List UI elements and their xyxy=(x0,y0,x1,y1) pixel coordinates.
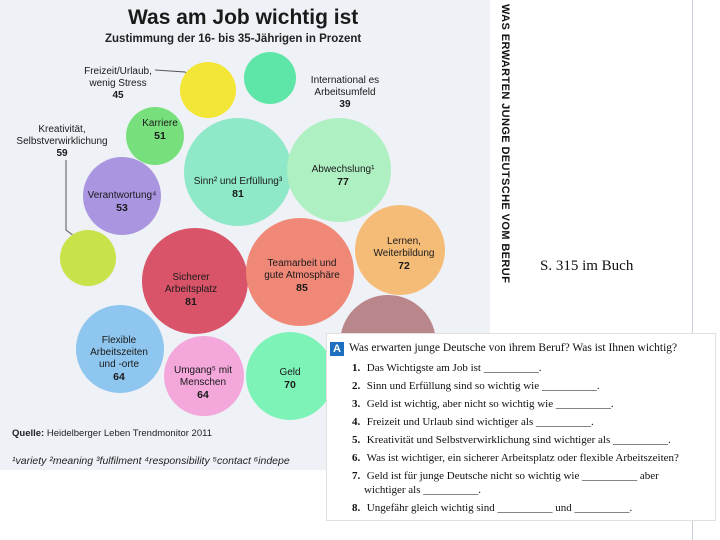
label-sinn: Sinn² und Erfüllung³ 81 xyxy=(193,176,283,200)
bubble-karriere xyxy=(126,107,184,165)
value-arbeitsplatz: 81 xyxy=(185,296,197,308)
bubble-flexibel xyxy=(76,305,164,393)
value-lernen: 72 xyxy=(398,260,410,272)
value-verantwortung: 53 xyxy=(116,202,128,214)
value-kreativitaet: 59 xyxy=(56,148,68,159)
label-flexibel: Flexible Arbeitszeiten und -orte 64 xyxy=(90,335,148,383)
value-karriere: 51 xyxy=(154,130,166,142)
value-flexibel: 64 xyxy=(113,371,125,383)
footnotes: ¹variety ²meaning ³fulfilment ⁴responsib… xyxy=(12,455,290,467)
exercise-question: Was erwarten junge Deutsche von ihrem Be… xyxy=(349,342,678,354)
bubble-freizeit xyxy=(180,62,236,118)
bubble-kreativitaet xyxy=(60,230,116,286)
exercise-item: 8. Ungefähr gleich wichtig sind ________… xyxy=(352,502,633,514)
bubble-teamarbeit xyxy=(246,218,354,326)
label-umgang: Umgang⁵ mit Menschen 64 xyxy=(173,365,233,401)
label-kreativitaet: Kreativität, Selbstverwirklichung 59 xyxy=(16,124,108,159)
bubble-umgang xyxy=(164,336,244,416)
label-freizeit: Freizeit/Urlaub, wenig Stress 45 xyxy=(84,66,152,101)
vertical-slide-title: WAS ERWARTEN JUNGE DEUTSCHE VOM BERUF xyxy=(491,0,515,330)
bubble-abwechslung xyxy=(287,118,391,222)
exercise-item: 5. Kreativität und Selbstverwirklichung … xyxy=(352,434,671,446)
value-teamarbeit: 85 xyxy=(296,282,308,294)
exercise-item: 3. Geld ist wichtig, aber nicht so wicht… xyxy=(352,398,614,410)
value-umgang: 64 xyxy=(197,389,209,401)
value-international: 39 xyxy=(339,99,351,110)
value-geld: 70 xyxy=(284,379,296,391)
bubble-geld xyxy=(246,332,334,420)
label-geld: Geld 70 xyxy=(279,367,301,391)
page-reference: S. 315 im Buch xyxy=(540,258,634,274)
source-note: Quelle: Heidelberger Leben Trendmonitor … xyxy=(12,428,212,439)
exercise-item: 2. Sinn und Erfüllung sind so wichtig wi… xyxy=(352,380,600,392)
label-karriere: Karriere 51 xyxy=(142,118,178,142)
infographic: Was am Job wichtig ist Zustimmung der 16… xyxy=(0,0,490,470)
bubble-sinn xyxy=(184,118,292,226)
exercise-item: 1. Das Wichtigste am Job ist __________. xyxy=(352,362,542,374)
value-abwechslung: 77 xyxy=(337,176,349,188)
exercise-badge: A xyxy=(330,342,344,356)
bubble-arbeitsplatz xyxy=(142,228,248,334)
value-freizeit: 45 xyxy=(112,90,124,101)
label-lernen: Lernen, Weiterbildung 72 xyxy=(373,236,435,272)
bubble-verantwortung xyxy=(83,157,161,235)
exercise-item: 4. Freizeit und Urlaub sind wichtiger al… xyxy=(352,416,594,428)
divider-line xyxy=(692,0,693,540)
value-sinn: 81 xyxy=(232,188,244,200)
infographic-title: Was am Job wichtig ist xyxy=(128,6,359,29)
bubble-international xyxy=(244,52,296,104)
exercise-panel: A Was erwarten junge Deutsche von ihrem … xyxy=(327,334,715,520)
label-abwechslung: Abwechslung¹ 77 xyxy=(311,164,375,188)
label-teamarbeit: Teamarbeit und gute Atmosphäre 85 xyxy=(264,258,340,294)
label-international: International es Arbeitsumfeld 39 xyxy=(310,75,380,110)
infographic-subtitle: Zustimmung der 16- bis 35-Jährigen in Pr… xyxy=(105,33,362,45)
exercise-item-continuation: wichtiger als __________. xyxy=(364,484,482,496)
exercise-item: 7. Geld ist für junge Deutsche nicht so … xyxy=(352,470,659,482)
bubble-lernen xyxy=(355,205,445,295)
label-verantwortung: Verantwortung⁴ 53 xyxy=(87,190,157,214)
exercise-item: 6. Was ist wichtiger, ein sicherer Arbei… xyxy=(352,452,679,464)
label-arbeitsplatz: Sicherer Arbeitsplatz 81 xyxy=(164,272,218,308)
